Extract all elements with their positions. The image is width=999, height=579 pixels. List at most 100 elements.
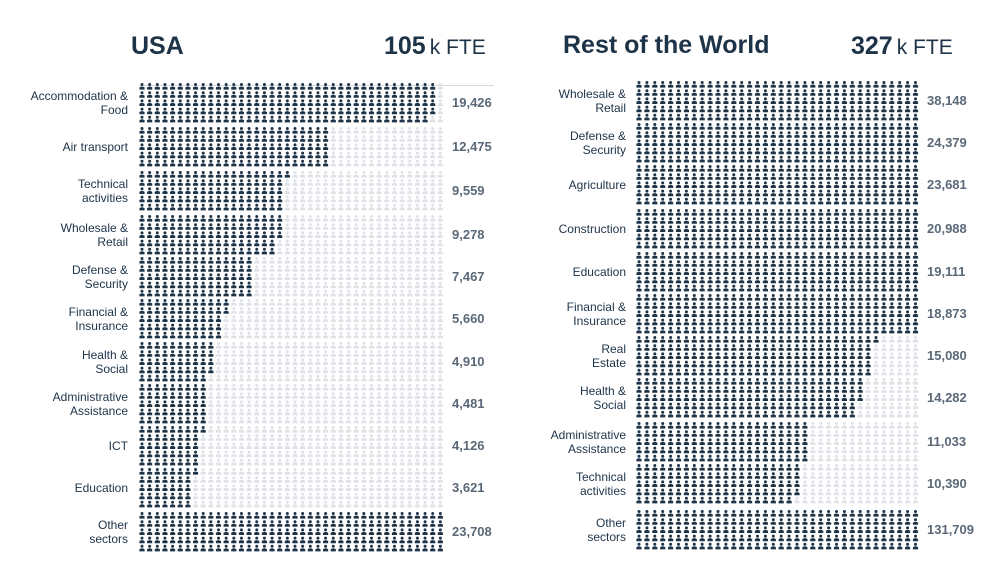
row-person-icon-filled — [723, 139, 729, 146]
usa-person-icon-filled — [192, 231, 199, 238]
usa-person-icon-empty — [323, 450, 329, 458]
usa-person-icon-empty — [300, 299, 306, 306]
usa-person-icon-filled — [277, 215, 283, 222]
row-person-icon-filled — [675, 173, 682, 180]
usa-person-icon-filled — [177, 484, 183, 491]
usa-person-icon-empty — [361, 289, 367, 297]
row-person-icon-filled — [897, 276, 903, 284]
usa-person-icon-empty — [323, 247, 329, 255]
usa-person-icon-empty — [391, 458, 398, 466]
row-person-icon-filled — [794, 181, 800, 188]
row-person-icon-filled — [762, 147, 768, 155]
usa-person-icon-empty — [384, 366, 390, 374]
usa-person-icon-empty — [338, 442, 344, 449]
row-person-icon-filled — [881, 526, 887, 533]
usa-person-icon-filled — [200, 289, 206, 297]
usa-person-icon-filled — [208, 289, 214, 297]
usa-person-icon-empty — [430, 187, 436, 194]
usa-person-icon-empty — [292, 187, 298, 194]
usa-person-icon-filled — [353, 107, 359, 115]
row-person-icon-filled — [636, 526, 642, 533]
usa-person-icon-empty — [414, 458, 420, 466]
usa-value-label: 23,708 — [452, 524, 492, 539]
row-person-icon-filled — [841, 189, 847, 197]
row-person-icon-filled — [849, 81, 855, 88]
usa-person-icon-filled — [192, 331, 199, 339]
row-person-icon-empty — [849, 488, 855, 496]
usa-person-icon-filled — [200, 127, 206, 134]
row-person-icon-filled — [802, 217, 808, 224]
usa-person-icon-filled — [200, 159, 206, 167]
row-person-icon-filled — [739, 276, 745, 284]
usa-person-icon-empty — [430, 239, 436, 247]
usa-person-icon-empty — [353, 289, 359, 297]
row-person-icon-filled — [739, 464, 745, 471]
usa-person-icon-empty — [246, 468, 252, 475]
usa-person-icon-empty — [422, 187, 428, 194]
usa-person-icon-filled — [246, 281, 252, 289]
row-person-icon-filled — [794, 430, 800, 437]
row-person-icon-filled — [739, 81, 745, 88]
usa-person-icon-filled — [170, 265, 176, 272]
usa-person-icon-empty — [307, 195, 313, 203]
usa-person-icon-empty — [330, 426, 336, 433]
row-person-icon-filled — [802, 534, 808, 542]
usa-person-icon-filled — [231, 520, 237, 527]
usa-person-icon-empty — [430, 127, 436, 134]
row-person-icon-filled — [857, 510, 863, 517]
usa-person-icon-empty — [323, 374, 329, 382]
usa-person-icon-empty — [399, 450, 405, 458]
usa-person-icon-empty — [399, 492, 405, 500]
row-person-icon-filled — [786, 438, 792, 445]
usa-person-icon-empty — [407, 203, 413, 211]
row-person-icon-filled — [778, 410, 784, 418]
row-person-icon-filled — [762, 402, 768, 410]
row-person-icon-filled — [754, 276, 761, 284]
row-person-icon-filled — [857, 344, 863, 351]
row-person-icon-filled — [747, 402, 753, 410]
usa-person-icon-filled — [277, 536, 283, 544]
row-person-icon-filled — [849, 173, 855, 180]
row-value-label: 38,148 — [927, 93, 967, 108]
usa-person-icon-filled — [292, 536, 298, 544]
row-person-icon-filled — [660, 123, 666, 130]
row-person-icon-filled — [905, 534, 911, 542]
row-person-icon-filled — [675, 360, 682, 368]
usa-person-icon-empty — [323, 408, 329, 416]
usa-person-icon-empty — [368, 315, 375, 322]
usa-person-icon-filled — [376, 107, 382, 115]
row-person-icon-empty — [865, 446, 871, 454]
usa-person-icon-empty — [430, 366, 436, 374]
row-person-icon-filled — [802, 225, 808, 232]
row-person-icon-empty — [802, 472, 808, 479]
usa-person-icon-filled — [177, 195, 183, 203]
usa-person-icon-filled — [139, 203, 145, 211]
usa-person-icon-filled — [231, 231, 237, 238]
row-person-icon-filled — [636, 241, 642, 249]
usa-person-icon-empty — [399, 331, 405, 339]
row-person-icon-filled — [778, 268, 784, 275]
usa-person-icon-filled — [208, 366, 214, 374]
usa-person-icon-filled — [200, 223, 206, 230]
usa-person-icon-empty — [307, 450, 313, 458]
usa-person-icon-filled — [307, 536, 313, 544]
row-person-icon-empty — [912, 386, 919, 393]
usa-person-icon-filled — [192, 342, 199, 349]
usa-person-icon-filled — [162, 536, 168, 544]
row-person-icon-filled — [833, 217, 840, 224]
row-person-icon-filled — [731, 241, 737, 249]
usa-person-icon-empty — [437, 91, 443, 98]
row-person-icon-filled — [754, 260, 761, 267]
usa-person-icon-filled — [353, 83, 359, 90]
usa-person-icon-empty — [338, 265, 344, 272]
row-person-icon-empty — [889, 344, 895, 351]
usa-person-icon-filled — [307, 528, 313, 535]
usa-person-icon-filled — [162, 374, 168, 382]
row-person-icon-filled — [731, 480, 737, 487]
row-person-icon-filled — [833, 233, 840, 241]
usa-person-icon-empty — [330, 350, 336, 357]
usa-person-icon-empty — [292, 331, 298, 339]
usa-person-icon-empty — [323, 265, 329, 272]
row-person-icon-filled — [833, 276, 840, 284]
row-person-icon-empty — [905, 438, 911, 445]
